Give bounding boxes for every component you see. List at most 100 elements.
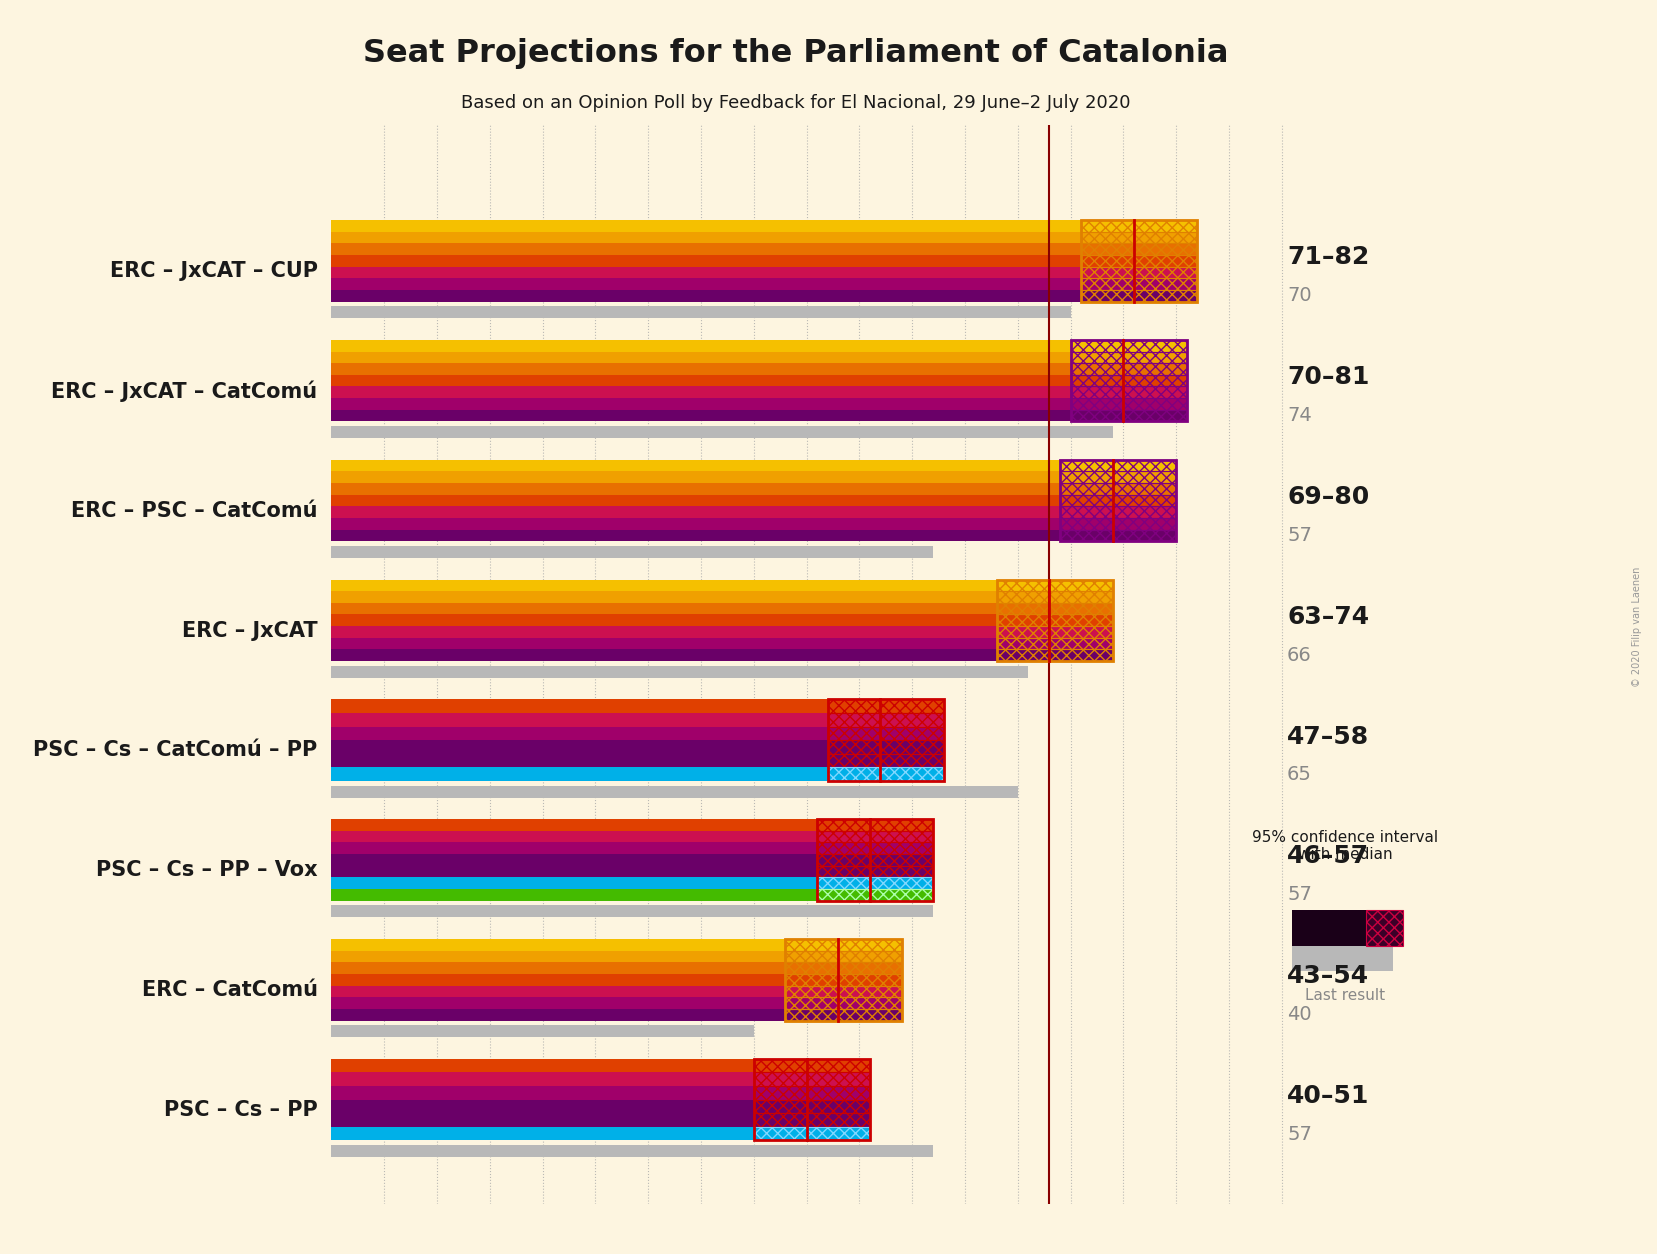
Bar bbox=[817, 889, 933, 900]
Bar bbox=[331, 232, 1080, 243]
Bar bbox=[1080, 290, 1198, 301]
Bar bbox=[331, 1086, 754, 1100]
Bar bbox=[1070, 375, 1186, 386]
Bar bbox=[785, 986, 901, 997]
Bar bbox=[996, 579, 1114, 591]
Bar bbox=[331, 426, 1114, 438]
Text: 70–81: 70–81 bbox=[1287, 365, 1369, 389]
Bar bbox=[1367, 910, 1403, 947]
Bar bbox=[1080, 267, 1198, 278]
Bar bbox=[754, 1058, 870, 1140]
Bar bbox=[828, 740, 944, 754]
Bar bbox=[996, 638, 1114, 650]
Bar bbox=[331, 889, 817, 900]
Bar bbox=[785, 974, 901, 986]
Bar bbox=[331, 700, 828, 714]
Bar bbox=[754, 1114, 870, 1127]
Bar bbox=[754, 1127, 870, 1140]
Bar bbox=[331, 974, 785, 986]
Text: 63–74: 63–74 bbox=[1287, 604, 1369, 628]
Bar bbox=[1060, 472, 1176, 483]
Text: 57: 57 bbox=[1287, 885, 1312, 904]
Bar bbox=[1070, 340, 1186, 421]
Bar bbox=[331, 939, 785, 951]
Bar bbox=[996, 591, 1114, 603]
Bar bbox=[785, 962, 901, 974]
Bar bbox=[1367, 910, 1403, 947]
Bar bbox=[1070, 410, 1186, 421]
Bar bbox=[331, 986, 785, 997]
Bar bbox=[828, 767, 944, 781]
Text: Last result: Last result bbox=[1306, 988, 1385, 1003]
Bar bbox=[1080, 267, 1198, 278]
Bar bbox=[1060, 460, 1176, 472]
Bar bbox=[785, 997, 901, 1009]
Bar bbox=[1060, 518, 1176, 529]
Bar bbox=[331, 603, 996, 614]
Bar bbox=[754, 1058, 870, 1072]
Bar bbox=[1292, 946, 1392, 971]
Bar bbox=[785, 939, 901, 951]
Bar bbox=[331, 1127, 754, 1140]
Bar bbox=[1070, 386, 1186, 398]
Text: 40: 40 bbox=[1287, 1004, 1312, 1025]
Bar bbox=[996, 614, 1114, 626]
Text: 95% confidence interval
with median: 95% confidence interval with median bbox=[1253, 830, 1438, 863]
Bar bbox=[828, 740, 944, 754]
Bar bbox=[331, 460, 1060, 472]
Bar bbox=[1060, 507, 1176, 518]
Bar bbox=[817, 819, 933, 900]
Bar bbox=[785, 951, 901, 962]
Bar bbox=[817, 843, 933, 854]
Bar bbox=[331, 1114, 754, 1127]
Text: Seat Projections for the Parliament of Catalonia: Seat Projections for the Parliament of C… bbox=[363, 38, 1228, 69]
Bar bbox=[817, 854, 933, 865]
Text: 46–57: 46–57 bbox=[1287, 844, 1369, 868]
Bar bbox=[828, 767, 944, 781]
Bar bbox=[996, 603, 1114, 614]
Bar bbox=[1060, 494, 1176, 507]
Bar bbox=[331, 278, 1080, 290]
Bar bbox=[1080, 232, 1198, 243]
Bar bbox=[331, 831, 817, 843]
Bar bbox=[1080, 278, 1198, 290]
Bar bbox=[331, 1072, 754, 1086]
Bar bbox=[331, 267, 1080, 278]
Bar bbox=[996, 603, 1114, 614]
Bar bbox=[331, 786, 1017, 798]
Bar bbox=[817, 865, 933, 878]
Bar bbox=[1080, 255, 1198, 267]
Bar bbox=[331, 726, 828, 740]
Bar bbox=[331, 290, 1080, 301]
Bar bbox=[331, 614, 996, 626]
Bar bbox=[331, 951, 785, 962]
Bar bbox=[331, 865, 817, 878]
Bar bbox=[996, 579, 1114, 591]
Text: 57: 57 bbox=[1287, 1125, 1312, 1144]
Bar bbox=[817, 819, 933, 831]
Bar bbox=[331, 1100, 754, 1114]
Text: 40–51: 40–51 bbox=[1287, 1083, 1369, 1109]
Bar bbox=[331, 351, 1070, 364]
Bar bbox=[331, 843, 817, 854]
Bar bbox=[331, 714, 828, 726]
Bar bbox=[331, 1026, 754, 1037]
Bar bbox=[1070, 398, 1186, 410]
Bar bbox=[828, 726, 944, 740]
Bar bbox=[828, 754, 944, 767]
Bar bbox=[331, 626, 996, 638]
Bar bbox=[828, 754, 944, 767]
Bar bbox=[331, 666, 1029, 678]
Bar bbox=[331, 507, 1060, 518]
Text: 71–82: 71–82 bbox=[1287, 246, 1369, 270]
Bar bbox=[817, 865, 933, 878]
Bar bbox=[1080, 219, 1198, 232]
Bar bbox=[1070, 340, 1186, 351]
Bar bbox=[754, 1072, 870, 1086]
Bar bbox=[817, 819, 933, 831]
Text: 69–80: 69–80 bbox=[1287, 485, 1369, 509]
Bar bbox=[1080, 219, 1198, 301]
Bar bbox=[331, 410, 1070, 421]
Text: 43–54: 43–54 bbox=[1287, 964, 1369, 988]
Bar bbox=[1070, 340, 1186, 351]
